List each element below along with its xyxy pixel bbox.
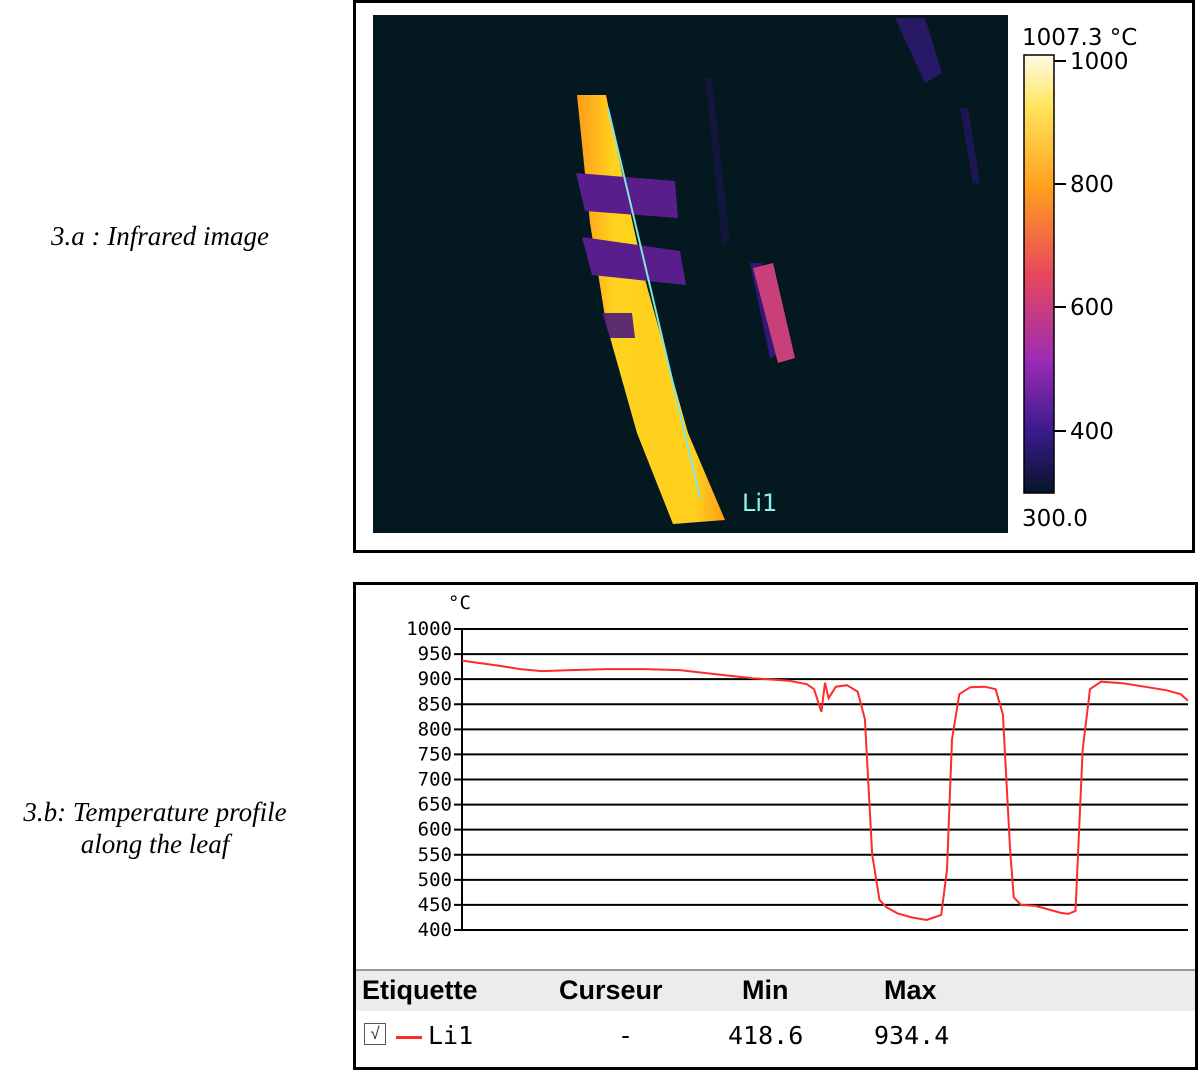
scale-tick-600: 600: [1070, 295, 1114, 321]
measurement-line-li1[interactable]: [607, 107, 701, 499]
temperature-profile-panel: °C 1000 950 900 850 800 750 700 650 600 550 500 450…: [353, 582, 1198, 1070]
scale-max-label: 1007.3 °C: [1022, 25, 1137, 51]
caption-temperature-profile: 3.b: Temperature profile along the leaf: [0, 796, 340, 860]
y-axis-unit: °C: [448, 592, 471, 614]
y-tick-label-950: 950: [418, 643, 452, 665]
legend-row-li1[interactable]: √ Li1 - 418.6 934.4: [356, 1011, 1195, 1067]
scale-tick-1000: 1000: [1070, 49, 1129, 75]
legend-min-value: 418.6: [728, 1021, 804, 1050]
infrared-panel: Li1 1007.3 °C 300.0 1000 800 600 400: [353, 0, 1195, 553]
y-tick-label-450: 450: [418, 894, 452, 916]
leaf-cool-tab: [602, 313, 635, 338]
series-color-swatch: [396, 1036, 422, 1039]
y-tick-label-600: 600: [418, 819, 452, 841]
infrared-view: Li1 1007.3 °C 300.0 1000 800 600 400: [373, 15, 1137, 533]
scale-min-label: 300.0: [1022, 506, 1088, 532]
y-tick-label-650: 650: [418, 794, 452, 816]
caption-line-2: along the leaf: [80, 829, 230, 859]
background-object-mid: [705, 78, 730, 245]
caption-infrared-image: 3.a : Infrared image: [51, 221, 269, 251]
legend-max-value: 934.4: [874, 1021, 950, 1050]
scale-ticks: 1000 800 600 400: [1054, 49, 1129, 445]
y-tick-label-750: 750: [418, 743, 452, 765]
y-tick-label-850: 850: [418, 693, 452, 715]
y-tick-label-1000: 1000: [406, 618, 452, 640]
y-tick-label-400: 400: [418, 919, 452, 941]
y-tick-label-700: 700: [418, 769, 452, 791]
secondary-hot-part: [753, 263, 795, 363]
header-min: Min: [742, 975, 789, 1005]
scale-tick-400: 400: [1070, 419, 1114, 445]
header-max: Max: [884, 975, 937, 1005]
header-etiquette: Etiquette: [362, 975, 478, 1005]
measurement-line-label: Li1: [742, 489, 777, 517]
chart-grid: [454, 628, 1188, 931]
scale-tick-800: 800: [1070, 172, 1114, 198]
y-axis-ticks: 1000 950 900 850 800 750 700 650 600 550 500 450 400: [406, 618, 452, 941]
y-tick-label-550: 550: [418, 844, 452, 866]
series-line-li1: [461, 659, 1189, 922]
leaf-cool-band-2: [582, 237, 686, 285]
background-object-top: [895, 18, 942, 83]
y-tick-label-800: 800: [418, 718, 452, 740]
header-curseur: Curseur: [559, 975, 663, 1005]
legend-table: Etiquette Curseur Min Max √ Li1 - 418.6 …: [356, 969, 1195, 1067]
leaf-cool-band-1: [576, 173, 678, 218]
color-scale-bar: [1023, 54, 1055, 494]
y-tick-label-900: 900: [418, 668, 452, 690]
legend-label-li1: Li1: [428, 1021, 474, 1050]
y-tick-label-500: 500: [418, 869, 452, 891]
series-visibility-checkbox[interactable]: √: [364, 1023, 386, 1045]
caption-line-1: 3.b: Temperature profile: [23, 797, 287, 827]
background-object-right: [960, 108, 980, 183]
legend-header-row: Etiquette Curseur Min Max: [356, 969, 1195, 1012]
temperature-profile-chart: °C 1000 950 900 850 800 750 700 650 600 550 500 450…: [406, 592, 1189, 941]
legend-cursor-value: -: [618, 1021, 634, 1050]
